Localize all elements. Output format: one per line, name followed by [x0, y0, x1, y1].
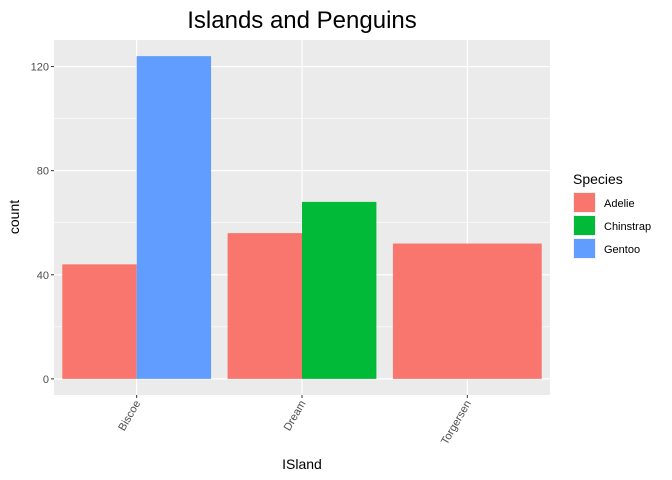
legend-label: Adelie [604, 198, 635, 210]
y-tick-label: 80 [37, 166, 49, 178]
x-tick-label: Torgersen [439, 399, 474, 447]
bar-dream-chinstrap [302, 201, 377, 379]
x-axis-label: ISland [282, 456, 322, 472]
x-tick-label: Dream [282, 399, 309, 434]
bar-torgersen-adelie [392, 243, 542, 379]
legend-title: Species [573, 171, 623, 187]
x-axis: Biscoe Dream Torgersen [116, 395, 474, 447]
legend-swatch-adelie [574, 193, 595, 212]
y-tick-label: 120 [31, 62, 49, 74]
bars [62, 56, 542, 379]
bar-biscoe-gentoo [136, 56, 212, 379]
x-tick-label: Biscoe [116, 399, 143, 434]
legend-label: Gentoo [604, 244, 640, 256]
chart-title: Islands and Penguins [187, 7, 417, 34]
bar-dream-adelie [227, 233, 302, 379]
legend-swatch-chinstrap [574, 216, 595, 235]
bar-biscoe-adelie [62, 264, 137, 379]
y-axis: 0 40 80 120 [31, 62, 54, 386]
y-tick-label: 40 [37, 270, 49, 282]
legend-label: Chinstrap [604, 221, 651, 233]
y-tick-label: 0 [43, 374, 49, 386]
y-axis-label: count [6, 200, 22, 234]
legend: Species Adelie Chinstrap Gentoo [573, 171, 651, 259]
legend-swatch-gentoo [574, 239, 595, 258]
